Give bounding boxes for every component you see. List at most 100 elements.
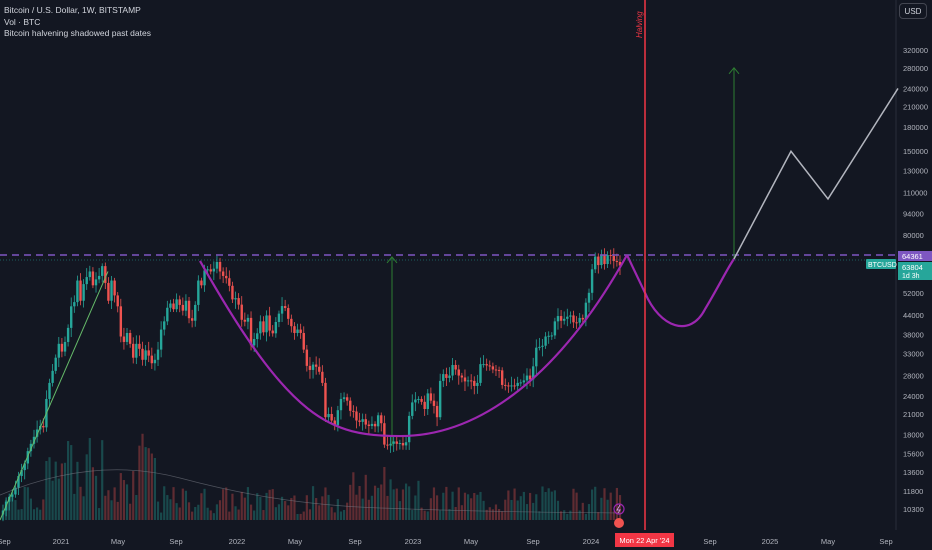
candle-body[interactable] bbox=[35, 429, 39, 437]
candle-body[interactable] bbox=[194, 304, 197, 321]
candle-body[interactable] bbox=[150, 355, 154, 364]
candle-body[interactable] bbox=[333, 420, 336, 426]
candle-body[interactable] bbox=[364, 419, 367, 425]
candle-body[interactable] bbox=[404, 442, 408, 446]
candle-body[interactable] bbox=[411, 402, 414, 416]
candle-body[interactable] bbox=[119, 306, 123, 337]
candle-body[interactable] bbox=[138, 343, 141, 349]
candle-body[interactable] bbox=[60, 343, 64, 352]
candle-body[interactable] bbox=[187, 300, 191, 319]
candle-body[interactable] bbox=[330, 413, 333, 421]
candle-body[interactable] bbox=[88, 271, 92, 278]
candle-body[interactable] bbox=[417, 398, 420, 400]
candle-body[interactable] bbox=[73, 302, 76, 307]
candle-body[interactable] bbox=[414, 399, 417, 403]
candle-body[interactable] bbox=[184, 300, 188, 311]
candle-body[interactable] bbox=[305, 349, 309, 366]
candle-body[interactable] bbox=[293, 326, 296, 333]
candle-body[interactable] bbox=[432, 400, 436, 406]
candle-body[interactable] bbox=[587, 292, 591, 303]
candle-body[interactable] bbox=[262, 321, 265, 333]
candle-body[interactable] bbox=[544, 336, 547, 346]
candle-body[interactable] bbox=[277, 313, 281, 322]
candle-body[interactable] bbox=[181, 304, 185, 311]
candle-body[interactable] bbox=[618, 261, 622, 266]
candle-body[interactable] bbox=[575, 322, 578, 324]
candle-body[interactable] bbox=[559, 316, 563, 321]
candle-body[interactable] bbox=[606, 255, 609, 265]
candle-body[interactable] bbox=[349, 400, 352, 411]
candle-body[interactable] bbox=[420, 398, 423, 402]
candle-body[interactable] bbox=[376, 415, 380, 427]
candle-body[interactable] bbox=[429, 393, 433, 401]
candle-body[interactable] bbox=[144, 350, 147, 360]
candle-body[interactable] bbox=[14, 487, 17, 495]
candle-body[interactable] bbox=[175, 299, 178, 310]
candle-body[interactable] bbox=[463, 377, 467, 382]
candle-body[interactable] bbox=[590, 269, 594, 293]
candle-body[interactable] bbox=[321, 371, 324, 383]
candle-body[interactable] bbox=[584, 302, 588, 320]
candle-body[interactable] bbox=[153, 359, 157, 364]
candle-body[interactable] bbox=[476, 382, 479, 386]
candle-body[interactable] bbox=[228, 278, 231, 286]
candle-body[interactable] bbox=[178, 299, 181, 305]
candle-body[interactable] bbox=[54, 357, 57, 371]
candle-body[interactable] bbox=[324, 382, 327, 418]
candle-body[interactable] bbox=[231, 285, 234, 300]
candle-body[interactable] bbox=[370, 423, 374, 426]
candle-body[interactable] bbox=[110, 280, 113, 301]
candle-body[interactable] bbox=[212, 268, 216, 272]
candle-body[interactable] bbox=[20, 470, 23, 477]
currency-button[interactable]: USD bbox=[899, 3, 927, 19]
trend-line[interactable] bbox=[0, 271, 109, 521]
candle-body[interactable] bbox=[113, 280, 116, 296]
candle-body[interactable] bbox=[23, 463, 26, 471]
candle-body[interactable] bbox=[597, 256, 600, 266]
candle-body[interactable] bbox=[535, 347, 538, 367]
candle-body[interactable] bbox=[209, 269, 212, 272]
symbol-tag[interactable] bbox=[866, 259, 896, 269]
candle-body[interactable] bbox=[76, 280, 79, 303]
candle-body[interactable] bbox=[525, 375, 529, 381]
candle-body[interactable] bbox=[11, 494, 14, 497]
candle-body[interactable] bbox=[395, 441, 398, 444]
candle-body[interactable] bbox=[48, 382, 51, 399]
candle-body[interactable] bbox=[355, 411, 358, 421]
candle-body[interactable] bbox=[265, 315, 268, 333]
candle-body[interactable] bbox=[101, 266, 104, 276]
candle-body[interactable] bbox=[494, 369, 498, 371]
symbol-title[interactable]: Bitcoin / U.S. Dollar, 1W, BITSTAMP bbox=[4, 5, 141, 15]
candle-body[interactable] bbox=[280, 306, 284, 314]
candle-body[interactable] bbox=[426, 393, 429, 409]
candle-body[interactable] bbox=[519, 382, 522, 384]
candle-body[interactable] bbox=[482, 364, 485, 366]
candle-body[interactable] bbox=[361, 419, 364, 422]
candle-body[interactable] bbox=[299, 329, 302, 333]
candle-body[interactable] bbox=[135, 343, 138, 358]
candle-body[interactable] bbox=[479, 364, 482, 383]
candle-body[interactable] bbox=[578, 317, 581, 323]
candle-body[interactable] bbox=[107, 282, 110, 301]
candle-body[interactable] bbox=[469, 380, 473, 382]
candle-body[interactable] bbox=[287, 308, 290, 319]
candle-body[interactable] bbox=[615, 260, 619, 262]
candle-body[interactable] bbox=[308, 365, 312, 370]
candle-body[interactable] bbox=[457, 369, 460, 376]
candle-body[interactable] bbox=[473, 380, 476, 386]
candle-body[interactable] bbox=[268, 315, 271, 331]
candle-body[interactable] bbox=[249, 317, 253, 346]
candle-body[interactable] bbox=[169, 303, 172, 308]
candle-body[interactable] bbox=[283, 306, 287, 309]
candle-body[interactable] bbox=[383, 423, 386, 445]
candle-body[interactable] bbox=[451, 364, 454, 376]
candle-body[interactable] bbox=[318, 366, 321, 372]
candle-body[interactable] bbox=[132, 343, 135, 358]
candle-body[interactable] bbox=[510, 385, 513, 387]
cup-arc[interactable] bbox=[199, 254, 628, 438]
candle-body[interactable] bbox=[373, 423, 377, 427]
candle-body[interactable] bbox=[609, 255, 612, 257]
candle-body[interactable] bbox=[94, 279, 98, 286]
volume-indicator-label[interactable]: Vol · BTC bbox=[4, 16, 41, 27]
